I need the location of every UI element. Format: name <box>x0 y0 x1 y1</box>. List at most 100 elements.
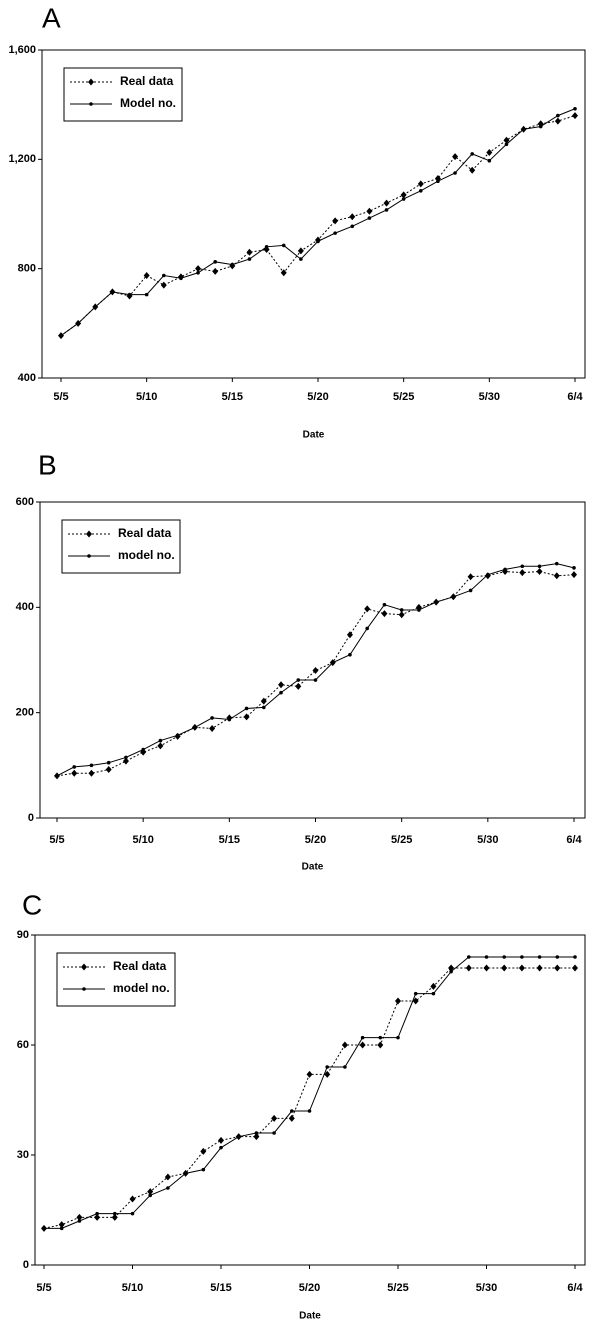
marker <box>383 199 390 207</box>
marker <box>486 149 493 156</box>
marker <box>431 991 436 996</box>
legend-label: Model no. <box>120 96 176 110</box>
marker <box>398 611 405 619</box>
marker <box>556 113 560 118</box>
x-tick-label: 5/30 <box>479 391 500 403</box>
marker <box>518 964 525 972</box>
marker <box>486 572 490 577</box>
x-tick-label: 5/25 <box>391 834 412 846</box>
panel-label: A <box>42 2 61 33</box>
marker <box>366 207 373 215</box>
y-tick-label: 800 <box>18 263 36 275</box>
marker <box>210 716 214 720</box>
marker <box>77 1219 82 1223</box>
marker <box>412 997 419 1005</box>
marker <box>59 1226 64 1231</box>
marker <box>218 1136 224 1144</box>
marker <box>160 281 167 289</box>
marker <box>281 243 286 248</box>
y-tick-label: 1,200 <box>8 153 36 165</box>
marker <box>124 755 128 760</box>
marker <box>465 964 472 972</box>
marker <box>417 608 421 612</box>
marker <box>399 608 404 612</box>
legend-box <box>56 952 176 1007</box>
marker <box>350 224 355 229</box>
x-tick-label: 5/10 <box>136 391 157 403</box>
marker <box>89 763 94 768</box>
y-tick-label: 1,600 <box>8 44 36 56</box>
marker <box>244 706 249 711</box>
marker <box>487 158 492 163</box>
marker <box>365 626 370 631</box>
marker <box>364 605 371 613</box>
marker <box>451 595 456 599</box>
marker <box>105 766 112 774</box>
x-tick-label: 5/20 <box>305 834 326 846</box>
marker <box>453 171 457 175</box>
marker <box>76 321 80 326</box>
x-axis-label: Date <box>302 862 324 873</box>
marker <box>520 564 525 569</box>
marker <box>555 955 560 959</box>
marker <box>183 1171 188 1176</box>
marker <box>378 1035 383 1040</box>
marker <box>71 769 78 777</box>
marker <box>254 1131 259 1135</box>
marker <box>504 142 509 147</box>
series-line <box>60 115 576 337</box>
marker <box>297 247 304 255</box>
marker <box>158 738 163 743</box>
y-tick-label: 400 <box>18 372 36 384</box>
y-tick-label: 30 <box>17 1149 29 1161</box>
legend-box <box>61 519 181 574</box>
marker <box>246 248 253 256</box>
marker <box>419 188 423 193</box>
x-tick-label: 6/4 <box>566 834 582 846</box>
marker <box>483 964 490 972</box>
marker <box>417 180 424 188</box>
marker <box>467 955 471 959</box>
marker <box>484 955 489 959</box>
marker <box>306 1070 313 1078</box>
legend-label: Real data <box>118 526 172 540</box>
marker <box>157 742 164 750</box>
marker <box>271 1114 278 1122</box>
marker <box>272 1131 276 1135</box>
marker <box>243 713 250 721</box>
marker <box>470 152 475 156</box>
marker <box>175 733 180 738</box>
marker <box>572 566 576 570</box>
marker <box>452 153 459 161</box>
marker <box>89 102 93 106</box>
legend-label: model no. <box>118 548 175 562</box>
marker <box>324 1070 331 1078</box>
marker <box>316 239 320 244</box>
marker <box>247 257 252 261</box>
x-tick-label: 5/10 <box>132 834 153 846</box>
marker <box>553 572 560 580</box>
legend-label: Real data <box>120 74 174 88</box>
marker <box>537 564 542 569</box>
marker <box>82 987 86 991</box>
marker <box>360 1035 365 1040</box>
marker <box>413 991 418 996</box>
panel: B 0 200 400 600 5/5 5/10 5/15 5/20 5/25 5/30 6/4 Dat… <box>16 449 586 873</box>
marker <box>572 964 578 972</box>
x-tick-label: 6/4 <box>567 1282 583 1294</box>
marker <box>346 631 353 639</box>
marker <box>377 1041 384 1049</box>
marker <box>219 1145 223 1150</box>
marker <box>299 257 303 261</box>
marker <box>86 530 92 538</box>
plot-frame <box>39 501 586 819</box>
marker <box>106 760 111 765</box>
marker <box>179 276 183 281</box>
x-axis-label: Date <box>299 1311 321 1322</box>
marker <box>295 682 302 690</box>
marker <box>278 681 285 689</box>
marker <box>343 1065 347 1069</box>
x-tick-label: 5/5 <box>49 834 64 846</box>
marker <box>288 1114 295 1122</box>
marker <box>449 969 453 974</box>
